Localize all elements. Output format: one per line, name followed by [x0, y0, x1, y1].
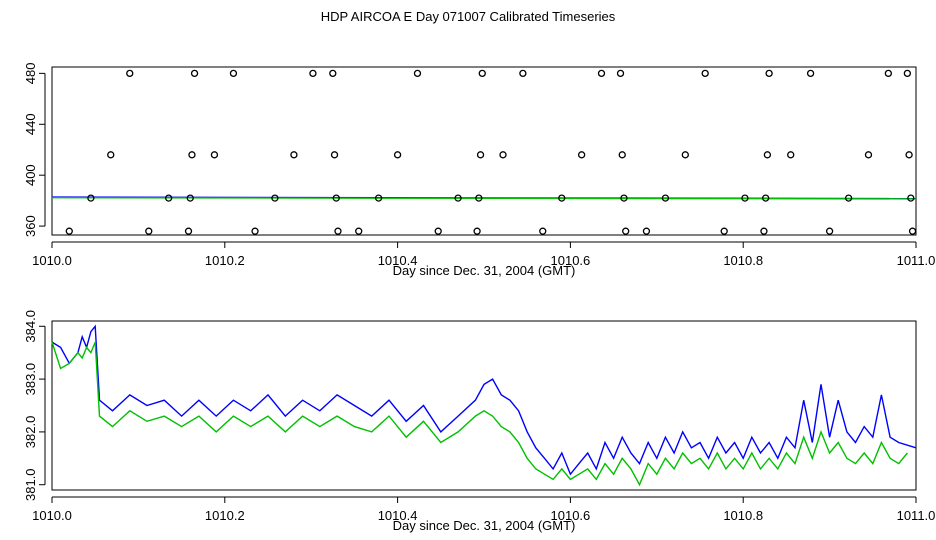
data-point: [884, 69, 893, 78]
x-tick-label: 1011.0: [897, 253, 936, 268]
data-point: [741, 194, 749, 202]
data-point: [681, 151, 689, 159]
data-point: [765, 69, 773, 78]
data-point: [309, 69, 317, 78]
data-point: [334, 227, 342, 235]
y-tick-label: 383.0: [23, 363, 38, 396]
data-point: [661, 194, 670, 202]
series-line-1: [51, 324, 917, 476]
data-point: [184, 227, 193, 235]
data-point: [577, 151, 586, 159]
x-tick-label: 1011.0: [897, 508, 936, 523]
data-point: [825, 227, 834, 235]
data-point: [476, 151, 485, 159]
x-tick-label: 1010.4: [378, 508, 418, 523]
data-point: [558, 194, 566, 202]
data-point: [164, 194, 173, 202]
figure-title: HDP AIRCOA E Day 071007 Calibrated Times…: [320, 9, 616, 24]
data-point: [393, 151, 402, 159]
data-point: [622, 227, 630, 235]
data-point: [145, 227, 153, 235]
plot-frame: [51, 320, 917, 491]
data-point: [330, 151, 339, 159]
data-point: [539, 227, 547, 235]
data-point: [642, 227, 651, 235]
data-point: [903, 69, 912, 78]
data-point: [864, 151, 873, 159]
data-point: [355, 227, 363, 235]
data-point: [271, 194, 279, 202]
x-tick-label: 1010.8: [723, 508, 763, 523]
data-point: [701, 69, 709, 78]
data-point: [87, 194, 95, 202]
data-point: [107, 151, 115, 159]
data-point: [374, 194, 383, 202]
co2-timeseries-panel: 1010.0 1010.2 1010.4 1010.6 1010.8 1011.0 Day …: [23, 310, 936, 533]
x-tick-label: 1010.8: [723, 253, 763, 268]
data-point: [229, 69, 238, 78]
data-point: [475, 194, 483, 202]
data-point: [907, 194, 915, 202]
data-point: [597, 69, 606, 78]
y-tick-label: 381.0: [23, 468, 38, 501]
data-point: [454, 194, 462, 202]
y-tick-label: 382.0: [23, 416, 38, 449]
data-point: [210, 151, 219, 159]
data-point: [760, 227, 768, 235]
data-point: [720, 227, 728, 235]
data-point: [434, 227, 442, 235]
data-point: [763, 151, 772, 159]
data-point: [478, 69, 486, 78]
x-tick-label: 1010.4: [378, 253, 418, 268]
data-point: [251, 227, 259, 235]
data-point: [290, 151, 298, 159]
x-axis-label: Day since Dec. 31, 2004 (GMT): [393, 518, 576, 533]
x-tick-label: 1010.6: [551, 253, 591, 268]
y-tick-label: 480: [23, 63, 38, 85]
data-point: [519, 69, 527, 78]
x-axis-label: Day since Dec. 31, 2004 (GMT): [393, 263, 576, 278]
data-point: [844, 194, 853, 202]
data-point: [908, 227, 917, 235]
plot-frame: [51, 66, 917, 236]
data-point: [126, 69, 134, 78]
co2-scatter-panel: 1010.0 1010.2 1010.4 1010.6 1010.8 1011.0 Day …: [23, 63, 936, 278]
data-point: [332, 194, 340, 202]
x-tick-label: 1010.2: [205, 253, 245, 268]
x-tick-label: 1010.2: [205, 508, 245, 523]
data-point: [806, 69, 815, 78]
data-point: [499, 151, 507, 159]
data-point: [618, 151, 626, 159]
series-line-2: [51, 341, 908, 487]
data-point: [65, 227, 73, 235]
data-point: [190, 69, 199, 78]
y-tick-label: 360: [23, 215, 38, 237]
x-tick-label: 1010.0: [32, 508, 72, 523]
y-tick-label: 384.0: [23, 310, 38, 343]
x-tick-label: 1010.6: [551, 508, 591, 523]
data-point: [905, 151, 913, 159]
x-tick-label: 1010.0: [32, 253, 72, 268]
series-line-2: [51, 196, 917, 200]
data-point: [188, 151, 196, 159]
data-point: [762, 194, 770, 202]
data-point: [616, 69, 625, 78]
y-tick-label: 440: [23, 113, 38, 135]
data-point: [473, 227, 481, 235]
data-point: [186, 194, 194, 202]
data-point: [620, 194, 628, 202]
data-point: [787, 151, 795, 159]
data-point: [329, 69, 337, 78]
y-tick-label: 400: [23, 164, 38, 186]
data-point: [413, 69, 422, 78]
